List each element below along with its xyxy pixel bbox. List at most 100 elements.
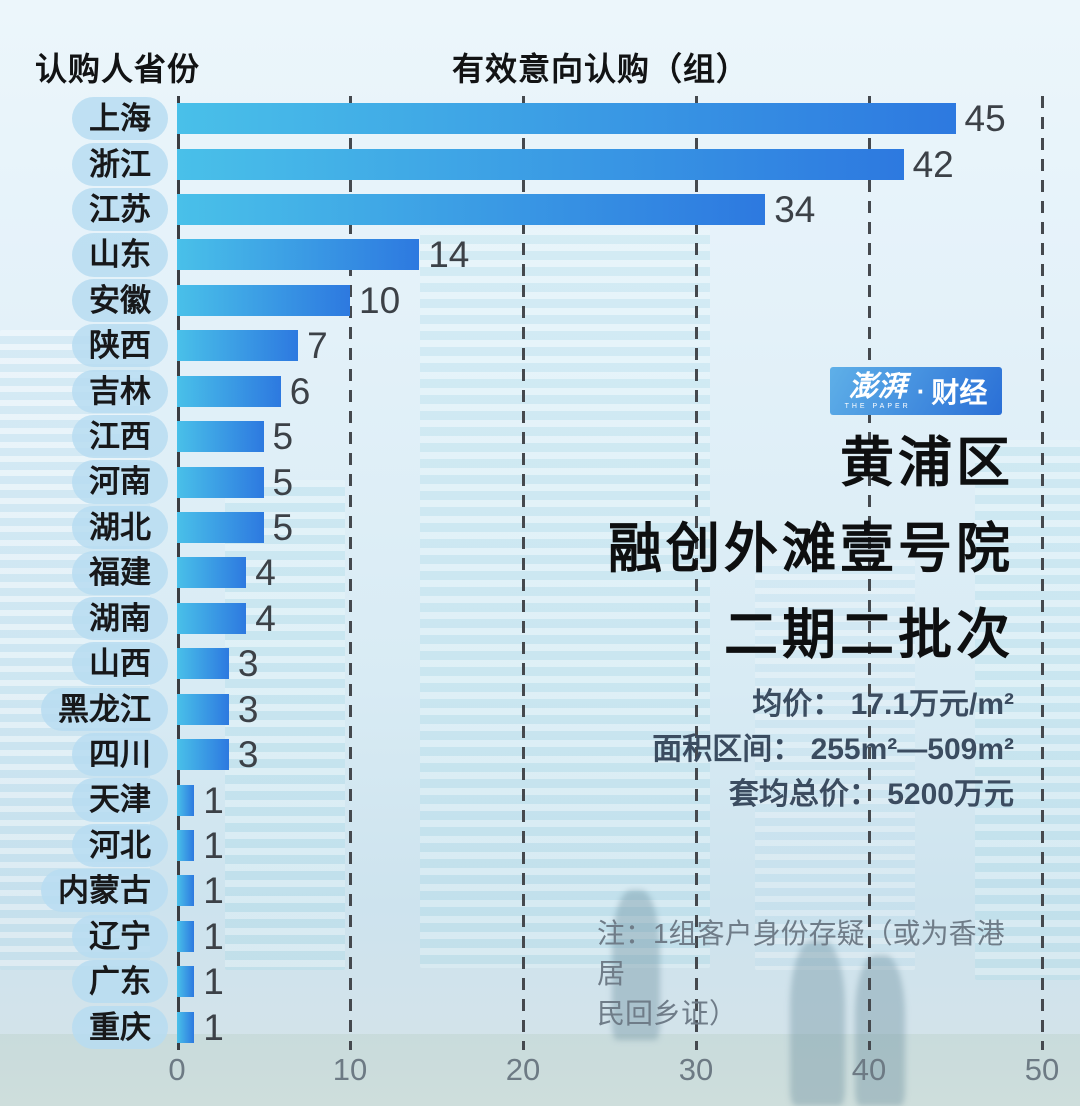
bar-track: 3 xyxy=(177,736,1042,773)
category-pill: 天津 xyxy=(72,778,168,822)
x-tick-label: 20 xyxy=(505,1052,541,1087)
bar xyxy=(177,920,195,952)
category-pill: 江苏 xyxy=(72,187,168,232)
bar-track: 1 xyxy=(177,963,1042,1000)
bar-value-label: 3 xyxy=(237,734,259,776)
category-pill: 浙江 xyxy=(72,142,168,186)
thepaper-finance-logo: 澎湃 THE PAPER · 财经 xyxy=(830,367,1002,415)
category-label-cell: 四川 xyxy=(0,733,177,777)
project-title-line: 黄浦区 xyxy=(840,433,1014,493)
bar-value-label: 1 xyxy=(203,870,224,912)
category-label-cell: 吉林 xyxy=(0,369,177,413)
category-label-cell: 浙江 xyxy=(0,142,177,186)
category-pill: 上海 xyxy=(72,97,168,141)
bar-value-label: 3 xyxy=(237,643,259,685)
bar-track: 5 xyxy=(177,418,1042,455)
category-pill: 福建 xyxy=(72,551,168,595)
category-label-cell: 河北 xyxy=(0,823,177,868)
bar-track: 1 xyxy=(177,872,1042,909)
bar-track: 1 xyxy=(177,1009,1042,1046)
chart-row: 河南 5 xyxy=(0,459,1042,504)
bar-track: 1 xyxy=(177,782,1042,819)
bar xyxy=(177,284,350,316)
category-label-cell: 黑龙江 xyxy=(0,687,177,731)
category-pill: 黑龙江 xyxy=(41,687,168,731)
project-stats: 均价： 17.1万元/m² 面积区间： 255m²—509m² 套均总价： 52… xyxy=(652,682,1014,817)
category-pill: 重庆 xyxy=(72,1005,168,1049)
bar-track: 4 xyxy=(177,600,1042,637)
project-title: 黄浦区 融创外滩壹号院 二期二批次 xyxy=(608,420,1014,678)
bar-track: 34 xyxy=(177,191,1042,228)
category-label-cell: 山西 xyxy=(0,642,177,686)
x-tick-label: 50 xyxy=(1024,1052,1060,1087)
x-axis: 0 10 20 30 40 50 xyxy=(168,1052,1059,1092)
bar-value-label: 3 xyxy=(237,688,259,730)
bar xyxy=(177,784,195,816)
stat-average-total: 套均总价： 5200万元 xyxy=(728,778,1014,811)
x-tick-label: 30 xyxy=(678,1052,714,1087)
chart-row: 内蒙古 1 xyxy=(0,868,1042,913)
bar-value-label: 1 xyxy=(203,915,224,957)
category-pill: 陕西 xyxy=(72,324,168,368)
category-label-cell: 上海 xyxy=(0,97,177,141)
footnote: 注：1组客户身份存疑（或为香港居 民回乡证） xyxy=(597,914,1027,1034)
bar-value-label: 1 xyxy=(203,824,224,866)
category-pill: 山西 xyxy=(72,642,168,686)
bar xyxy=(177,512,264,543)
bar xyxy=(177,648,229,680)
x-tick-label: 40 xyxy=(851,1052,887,1087)
bar xyxy=(177,829,195,861)
category-pill: 河南 xyxy=(72,460,168,504)
category-pill: 河北 xyxy=(72,823,168,868)
chart-row: 吉林 6 xyxy=(0,369,1042,414)
chart-row: 四川 3 xyxy=(0,732,1042,777)
category-label-cell: 山东 xyxy=(0,233,177,277)
chart-title: 有效意向认购（组） xyxy=(452,51,750,87)
bar-value-label: 1 xyxy=(203,779,224,821)
chart-row: 河北 1 xyxy=(0,823,1042,868)
bar xyxy=(177,330,299,362)
category-label-cell: 江苏 xyxy=(0,187,177,232)
category-pill: 四川 xyxy=(72,733,168,777)
bar-value-label: 5 xyxy=(272,416,294,458)
x-tick-label: 0 xyxy=(168,1052,186,1087)
footnote-line: 民回乡证） xyxy=(597,998,738,1029)
logo-brand-en: THE PAPER xyxy=(844,402,911,410)
category-label-cell: 天津 xyxy=(0,778,177,822)
gridline-40 xyxy=(868,96,871,1050)
bar-value-label: 5 xyxy=(272,507,294,548)
category-pill: 广东 xyxy=(72,960,168,1004)
chart-row: 湖北 5 xyxy=(0,505,1042,550)
category-label-cell: 福建 xyxy=(0,551,177,595)
logo-brand-cn: 澎湃 THE PAPER xyxy=(844,370,911,410)
bar-track: 4 xyxy=(177,554,1042,591)
bar-value-label: 6 xyxy=(289,370,311,412)
chart-row: 浙江 42 xyxy=(0,141,1042,186)
bar-track: 3 xyxy=(177,691,1042,728)
bar-track: 42 xyxy=(177,146,1042,183)
bar-value-label: 10 xyxy=(359,279,401,321)
category-label-cell: 安徽 xyxy=(0,278,177,322)
bar xyxy=(177,693,229,725)
bar-track: 7 xyxy=(177,327,1042,364)
category-label-cell: 内蒙古 xyxy=(0,869,177,913)
bar xyxy=(177,375,281,407)
bar xyxy=(177,421,264,453)
bar xyxy=(177,875,195,907)
bar-track: 1 xyxy=(177,827,1042,864)
bar-value-label: 1 xyxy=(203,961,224,1003)
gridline-20 xyxy=(522,96,525,1050)
bar xyxy=(177,1011,195,1043)
category-pill: 辽宁 xyxy=(72,914,168,958)
category-label-cell: 辽宁 xyxy=(0,914,177,958)
gridline-30 xyxy=(695,96,698,1050)
category-pill: 吉林 xyxy=(72,369,168,413)
bar-value-label: 4 xyxy=(255,552,276,594)
chart-row: 安徽 10 xyxy=(0,278,1042,323)
category-pill: 湖北 xyxy=(72,505,168,550)
bar-track: 14 xyxy=(177,236,1042,273)
category-label-cell: 湖南 xyxy=(0,596,177,640)
bar-value-label: 7 xyxy=(307,325,328,367)
stat-average-price: 均价： 17.1万元/m² xyxy=(752,688,1014,721)
logo-separator: · xyxy=(916,375,926,406)
